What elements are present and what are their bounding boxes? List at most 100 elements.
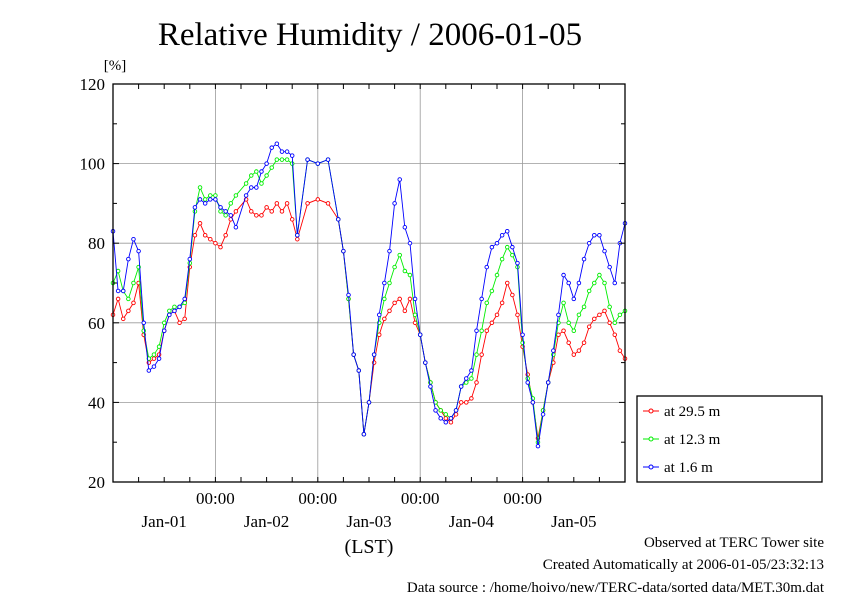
data-point (474, 352, 479, 357)
data-point (366, 400, 372, 405)
data-point (289, 217, 295, 222)
data-point (141, 320, 146, 326)
data-point (223, 213, 228, 218)
data-point (602, 308, 607, 314)
footer-source: Data source : /home/hoivo/new/TERC-data/… (406, 580, 824, 596)
data-point (269, 145, 274, 150)
data-point (566, 320, 571, 326)
data-point (218, 209, 223, 214)
data-point (561, 300, 566, 306)
data-point (284, 149, 290, 154)
data-point (489, 288, 495, 294)
data-point (305, 157, 310, 162)
data-point (233, 225, 239, 230)
data-point (556, 332, 561, 337)
x-tick-label-date: Jan-05 (551, 512, 596, 531)
x-tick-label-time: 00:00 (503, 489, 542, 508)
data-point (576, 312, 582, 318)
data-point (202, 197, 208, 202)
data-point (484, 264, 490, 270)
data-point (228, 213, 234, 218)
data-point (540, 412, 546, 417)
legend-swatch-marker (648, 436, 654, 442)
plot-frame (112, 83, 626, 483)
data-point (561, 272, 566, 278)
data-point (218, 244, 223, 250)
data-point (284, 157, 290, 162)
data-point (361, 431, 367, 437)
data-point (279, 209, 285, 214)
series-line (112, 143, 626, 447)
data-point (223, 232, 228, 238)
data-point (279, 157, 285, 162)
data-point (376, 332, 382, 337)
y-tick-label: 100 (80, 155, 106, 174)
data-point (617, 348, 623, 353)
legend-swatch-marker (648, 408, 654, 414)
data-point (136, 248, 141, 254)
data-point (607, 264, 612, 270)
data-point (566, 340, 571, 345)
data-point (248, 185, 254, 190)
data-point (295, 232, 300, 238)
data-point (479, 352, 484, 357)
data-point (248, 209, 254, 214)
data-point (397, 296, 402, 302)
data-point (520, 332, 525, 337)
grid-lines (113, 83, 625, 483)
data-point (192, 232, 198, 238)
data-point (243, 193, 249, 198)
data-point (182, 316, 187, 322)
data-point (182, 296, 187, 302)
data-point (443, 412, 449, 417)
data-point (392, 264, 397, 270)
data-point (561, 328, 566, 334)
data-point (581, 340, 587, 345)
legend-entry: at 12.3 m (664, 432, 721, 448)
y-axis-label: [%] (104, 58, 127, 74)
data-point (131, 236, 136, 242)
legend-box (636, 395, 823, 483)
data-point (325, 157, 331, 162)
data-point (274, 201, 280, 206)
data-point (566, 280, 571, 286)
series-layer (110, 141, 628, 449)
x-tick-label-time: 00:00 (196, 489, 235, 508)
data-point (464, 400, 469, 405)
series-at-1-6-m (110, 141, 628, 449)
data-point (504, 229, 510, 234)
data-point (202, 201, 208, 206)
data-point (115, 296, 121, 302)
data-point (499, 300, 505, 306)
data-point (469, 376, 474, 381)
data-point (612, 280, 618, 286)
data-point (274, 141, 280, 146)
data-point (412, 320, 418, 326)
data-point (397, 177, 402, 182)
data-point (576, 348, 582, 353)
data-point (264, 161, 269, 166)
data-point (607, 320, 612, 326)
data-point (402, 308, 408, 314)
data-point (228, 201, 234, 206)
data-point (592, 280, 597, 286)
data-point (581, 304, 587, 310)
axis-labels: 20 40 60 80 100 120 00:00 00:00 00:00 00:00 Jan-01… (80, 75, 625, 531)
data-point (382, 316, 387, 322)
data-point (197, 197, 203, 202)
data-point (407, 240, 413, 246)
data-point (172, 308, 177, 314)
data-point (597, 232, 602, 238)
data-point (428, 384, 433, 389)
data-point (269, 209, 274, 214)
data-point (120, 316, 126, 322)
data-point (545, 380, 551, 385)
data-point (402, 225, 408, 230)
data-point (208, 236, 213, 242)
data-point (402, 268, 408, 274)
data-point (264, 173, 269, 178)
data-point (581, 256, 587, 262)
data-point (535, 443, 541, 449)
data-point (412, 296, 418, 302)
